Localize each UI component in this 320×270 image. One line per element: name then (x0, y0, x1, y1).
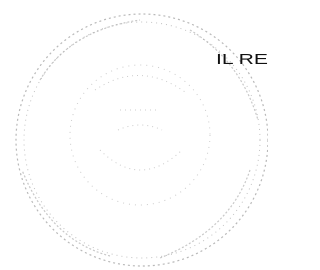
heading-text: IL RE (216, 51, 268, 68)
document-fragment: IL RE (0, 0, 268, 270)
seal-emblem-detail (95, 75, 185, 170)
page: IL RE (() => { const data = JSON.parse(d… (0, 0, 268, 270)
seal-emblem (70, 65, 210, 205)
